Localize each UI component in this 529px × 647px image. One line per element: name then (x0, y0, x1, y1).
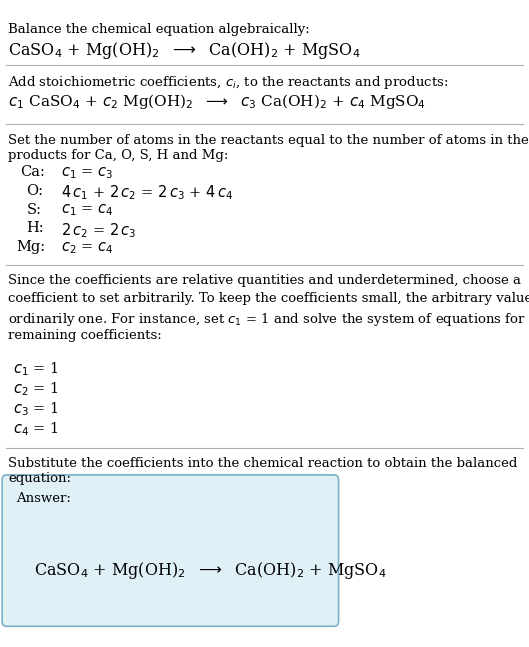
FancyBboxPatch shape (2, 475, 339, 626)
Text: Set the number of atoms in the reactants equal to the number of atoms in the: Set the number of atoms in the reactants… (8, 134, 528, 147)
Text: products for Ca, O, S, H and Mg:: products for Ca, O, S, H and Mg: (8, 149, 229, 162)
Text: ordinarily one. For instance, set $c_1$ = 1 and solve the system of equations fo: ordinarily one. For instance, set $c_1$ … (8, 311, 529, 327)
Text: Mg:: Mg: (16, 240, 45, 254)
Text: remaining coefficients:: remaining coefficients: (8, 329, 162, 342)
Text: CaSO$_4$ + Mg(OH)$_2$  $\longrightarrow$  Ca(OH)$_2$ + MgSO$_4$: CaSO$_4$ + Mg(OH)$_2$ $\longrightarrow$ … (34, 560, 387, 580)
Text: $c_4$ = 1: $c_4$ = 1 (13, 421, 59, 438)
Text: $2\,c_2$ = $2\,c_3$: $2\,c_2$ = $2\,c_3$ (61, 221, 136, 240)
Text: $c_1$ = 1: $c_1$ = 1 (13, 360, 59, 378)
Text: Balance the chemical equation algebraically:: Balance the chemical equation algebraica… (8, 23, 309, 36)
Text: CaSO$_4$ + Mg(OH)$_2$  $\longrightarrow$  Ca(OH)$_2$ + MgSO$_4$: CaSO$_4$ + Mg(OH)$_2$ $\longrightarrow$ … (8, 40, 360, 61)
Text: S:: S: (26, 203, 41, 217)
Text: Ca:: Ca: (20, 165, 45, 179)
Text: $c_1$ CaSO$_4$ + $c_2$ Mg(OH)$_2$  $\longrightarrow$  $c_3$ Ca(OH)$_2$ + $c_4$ M: $c_1$ CaSO$_4$ + $c_2$ Mg(OH)$_2$ $\long… (8, 92, 426, 111)
Text: Add stoichiometric coefficients, $c_i$, to the reactants and products:: Add stoichiometric coefficients, $c_i$, … (8, 74, 448, 91)
Text: $c_2$ = 1: $c_2$ = 1 (13, 380, 59, 398)
Text: $c_2$ = $c_4$: $c_2$ = $c_4$ (61, 240, 113, 256)
Text: $c_3$ = 1: $c_3$ = 1 (13, 400, 59, 418)
Text: Substitute the coefficients into the chemical reaction to obtain the balanced: Substitute the coefficients into the che… (8, 457, 517, 470)
Text: $c_1$ = $c_4$: $c_1$ = $c_4$ (61, 203, 113, 218)
Text: $4\,c_1$ + $2\,c_2$ = $2\,c_3$ + $4\,c_4$: $4\,c_1$ + $2\,c_2$ = $2\,c_3$ + $4\,c_4… (61, 184, 233, 203)
Text: coefficient to set arbitrarily. To keep the coefficients small, the arbitrary va: coefficient to set arbitrarily. To keep … (8, 292, 529, 305)
Text: Since the coefficients are relative quantities and underdetermined, choose a: Since the coefficients are relative quan… (8, 274, 521, 287)
Text: $c_1$ = $c_3$: $c_1$ = $c_3$ (61, 165, 113, 181)
Text: Answer:: Answer: (16, 492, 71, 505)
Text: H:: H: (26, 221, 44, 236)
Text: equation:: equation: (8, 472, 71, 485)
Text: O:: O: (26, 184, 43, 198)
